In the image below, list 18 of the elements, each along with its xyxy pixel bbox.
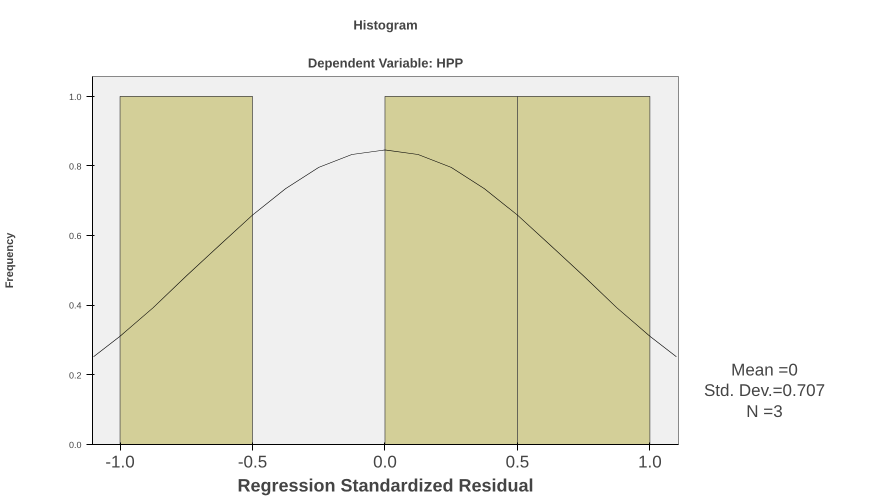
x-tick-label: 0.5	[506, 452, 530, 472]
y-tick-label: 0.6	[68, 231, 82, 242]
text: Std. Dev.=0.707	[704, 381, 826, 400]
text: N =3	[746, 402, 783, 421]
y-tick-label: 0.0	[68, 440, 82, 450]
y-axis-title: Frequency	[4, 232, 16, 288]
x-axis-title: Regression Standardized Residual	[237, 476, 534, 496]
y-tick-label: 0.2	[68, 370, 82, 380]
x-tick-label: -1.0	[105, 452, 135, 472]
x-tick-label: 1.0	[638, 452, 662, 472]
y-tick-label: 0.8	[68, 161, 82, 172]
chart-subtitle: Dependent Variable: HPP	[308, 56, 464, 70]
x-tick-label: 0.0	[373, 452, 397, 472]
chart-title: Histogram	[353, 18, 418, 32]
y-tick-label: 1.0	[68, 92, 82, 102]
text: Mean =0	[731, 360, 798, 380]
x-tick-label: -0.5	[238, 452, 268, 472]
y-tick-label: 0.4	[68, 300, 82, 311]
